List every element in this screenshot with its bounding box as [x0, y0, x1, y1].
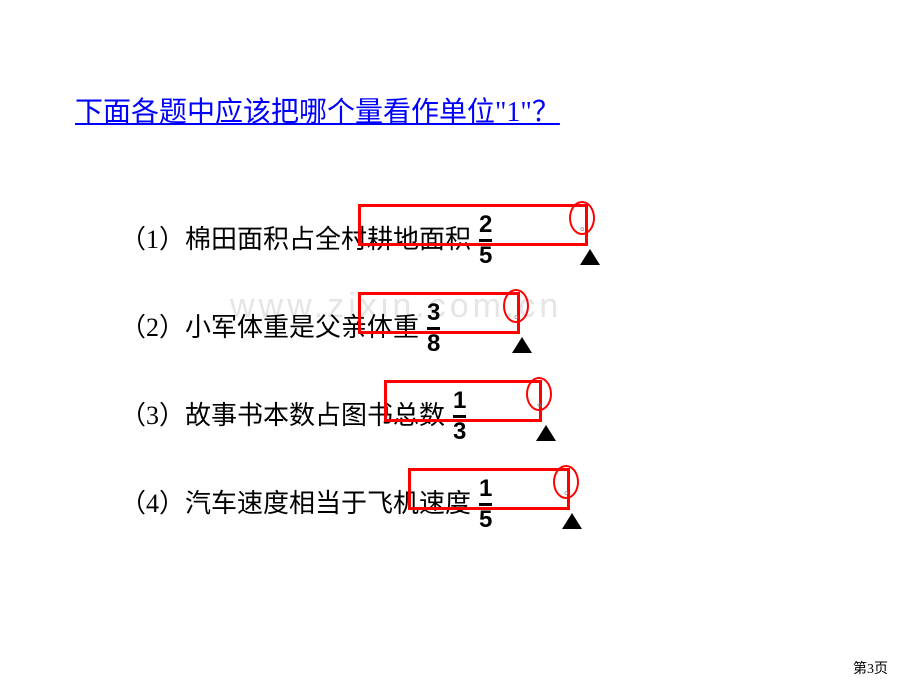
dot-3: 。 — [537, 393, 549, 410]
pointer-triangle-3 — [536, 425, 556, 441]
dot-2: 。 — [514, 305, 526, 322]
pointer-triangle-4 — [562, 513, 582, 529]
pointer-triangle-1 — [580, 249, 600, 265]
highlight-box-3 — [384, 380, 542, 422]
dot-1: 。 — [580, 217, 592, 234]
page-number: 第3页 — [853, 658, 888, 678]
page-title: 下面各题中应该把哪个量看作单位"1"？ — [75, 90, 560, 130]
highlight-box-1 — [358, 204, 588, 246]
highlight-box-2 — [358, 292, 520, 334]
dot-4: 。 — [564, 481, 576, 498]
pointer-triangle-2 — [512, 337, 532, 353]
highlight-box-4 — [408, 468, 570, 510]
